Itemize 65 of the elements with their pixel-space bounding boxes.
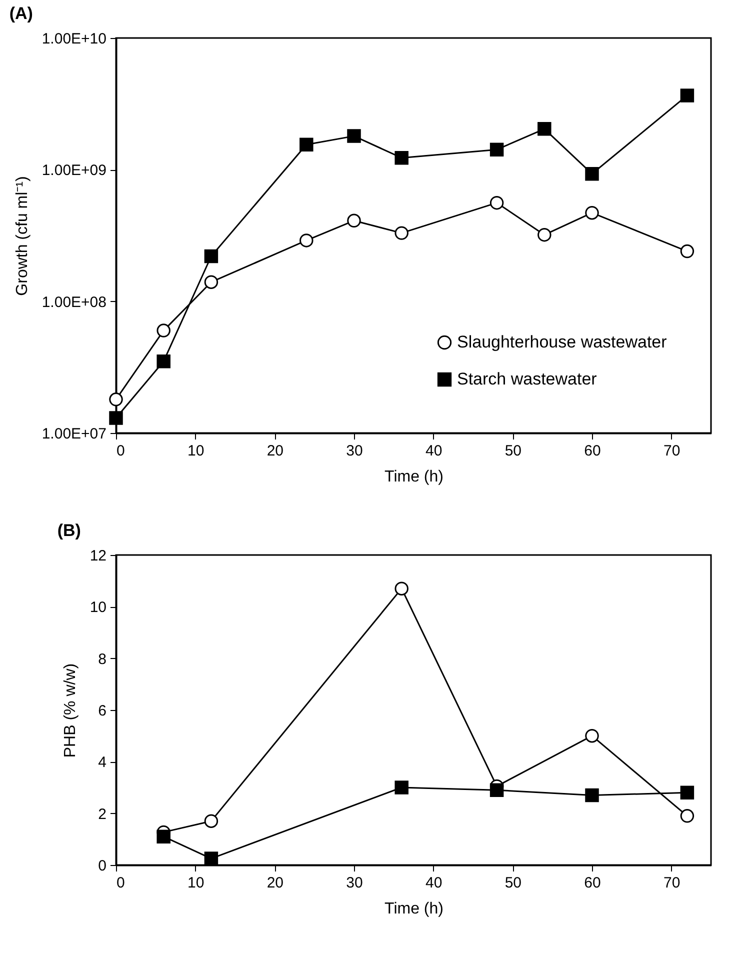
x-tick-label: 40 xyxy=(425,442,442,460)
point xyxy=(347,214,361,228)
point xyxy=(204,249,218,264)
x-tick-label: 50 xyxy=(504,874,522,892)
point xyxy=(490,783,504,797)
chart-title: (A) xyxy=(9,4,33,23)
point xyxy=(300,234,314,248)
point xyxy=(490,196,504,210)
y-axis-title: PHB (% w/w) xyxy=(62,663,79,758)
x-tick-label: 10 xyxy=(187,874,204,892)
y-tick-label: 0 xyxy=(98,858,106,874)
point xyxy=(394,780,408,794)
point xyxy=(394,582,408,596)
x-tick-label: 30 xyxy=(346,874,363,892)
y-tick-label: 8 xyxy=(98,650,106,668)
point xyxy=(680,88,694,102)
point xyxy=(394,150,408,165)
x-axis-title: Time (h) xyxy=(384,900,444,918)
point xyxy=(300,138,314,152)
x-tick-label: 0 xyxy=(116,442,125,460)
x-axis-title: Time (h) xyxy=(384,468,444,486)
y-tick-label: 1.00E+09 xyxy=(42,162,106,180)
x-tick-label: 20 xyxy=(266,442,284,460)
x-tick-label: 20 xyxy=(266,874,284,892)
point xyxy=(680,244,694,258)
y-tick-label: 2 xyxy=(98,806,106,823)
x-tick-label: 50 xyxy=(504,442,522,460)
point xyxy=(680,786,694,800)
x-tick-label: 30 xyxy=(346,442,363,460)
y-tick-label: 1.00E+07 xyxy=(42,426,106,442)
point xyxy=(538,228,552,242)
y-tick-label: 1.00E+08 xyxy=(42,294,106,311)
point xyxy=(204,814,218,828)
point xyxy=(109,411,123,425)
point xyxy=(394,226,408,240)
point xyxy=(585,728,599,743)
x-tick-label: 60 xyxy=(584,874,601,892)
legend-label: Slaughterhouse wastewater xyxy=(457,332,668,352)
point xyxy=(585,788,599,802)
y-tick-label: 12 xyxy=(90,548,106,564)
point xyxy=(585,206,599,220)
point xyxy=(156,324,170,338)
point xyxy=(585,166,599,181)
x-tick-label: 10 xyxy=(187,442,204,460)
point xyxy=(204,275,218,289)
point xyxy=(204,852,218,866)
point xyxy=(680,809,694,823)
x-tick-label: 40 xyxy=(425,874,442,892)
chart-title: (B) xyxy=(57,521,81,540)
x-tick-label: 0 xyxy=(116,874,125,892)
point xyxy=(156,354,170,368)
x-tick-label: 60 xyxy=(584,442,601,460)
point xyxy=(538,122,552,136)
y-tick-label: 1.00E+10 xyxy=(42,30,106,48)
x-tick-label: 70 xyxy=(663,874,680,892)
y-tick-label: 4 xyxy=(98,754,106,772)
point xyxy=(347,129,361,143)
point xyxy=(490,142,504,156)
point xyxy=(109,392,123,406)
point xyxy=(156,830,170,844)
y-tick-label: 6 xyxy=(98,702,106,720)
legend-label: Starch wastewater xyxy=(457,370,598,388)
y-tick-label: 10 xyxy=(90,599,106,616)
y-axis-title: Growth (cfu ml⁻¹) xyxy=(14,176,31,296)
x-tick-label: 70 xyxy=(663,442,680,460)
